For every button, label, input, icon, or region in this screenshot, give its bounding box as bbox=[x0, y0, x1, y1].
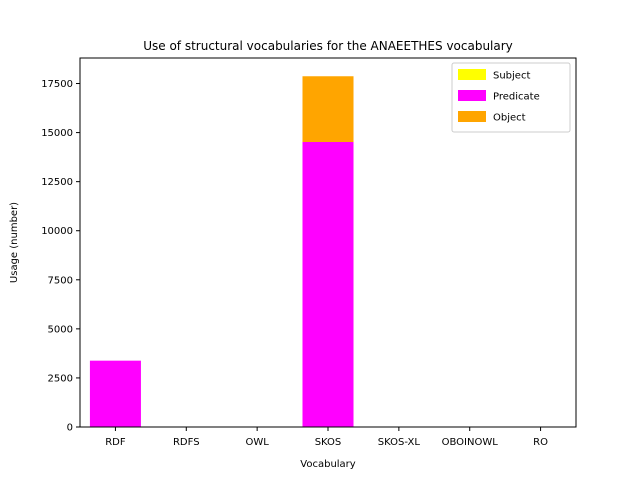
legend: Subject Predicate Object bbox=[451, 62, 571, 133]
x-tick-label: OWL bbox=[245, 437, 269, 448]
y-tick-label: 10000 bbox=[41, 226, 73, 237]
x-tick-label: RDF bbox=[105, 437, 126, 448]
y-tick-label: 2500 bbox=[48, 373, 73, 384]
bars-group bbox=[89, 76, 354, 427]
legend-swatch-subject bbox=[458, 69, 486, 80]
y-axis-ticks: 0 2500 5000 7500 10000 12500 15000 17500 bbox=[41, 79, 80, 434]
x-tick-label: SKOS-XL bbox=[378, 437, 421, 448]
legend-swatch-object bbox=[458, 111, 486, 122]
legend-swatch-predicate bbox=[458, 90, 486, 101]
y-tick-label: 12500 bbox=[41, 177, 73, 188]
chart-title: Use of structural vocabularies for the A… bbox=[143, 39, 513, 53]
bar-predicate-rdf bbox=[89, 360, 141, 427]
bar-predicate-skos bbox=[302, 142, 354, 427]
x-tick-label: RO bbox=[533, 437, 548, 448]
legend-label-object: Object bbox=[493, 113, 526, 124]
x-tick-label: RDFS bbox=[173, 437, 200, 448]
x-tick-label: OBOINOWL bbox=[442, 437, 499, 448]
legend-label-predicate: Predicate bbox=[493, 92, 540, 103]
y-tick-label: 17500 bbox=[41, 79, 73, 90]
x-axis-label: Vocabulary bbox=[300, 459, 356, 470]
y-tick-label: 5000 bbox=[48, 324, 73, 335]
y-axis-label: Usage (number) bbox=[9, 202, 20, 283]
bar-object-skos bbox=[302, 76, 354, 142]
y-tick-label: 15000 bbox=[41, 128, 73, 139]
x-axis-ticks: RDF RDFS OWL SKOS SKOS-XL OBOINOWL RO bbox=[105, 427, 548, 448]
y-tick-label: 0 bbox=[67, 423, 73, 434]
x-tick-label: SKOS bbox=[315, 437, 342, 448]
legend-label-subject: Subject bbox=[493, 71, 530, 82]
y-tick-label: 7500 bbox=[48, 275, 73, 286]
